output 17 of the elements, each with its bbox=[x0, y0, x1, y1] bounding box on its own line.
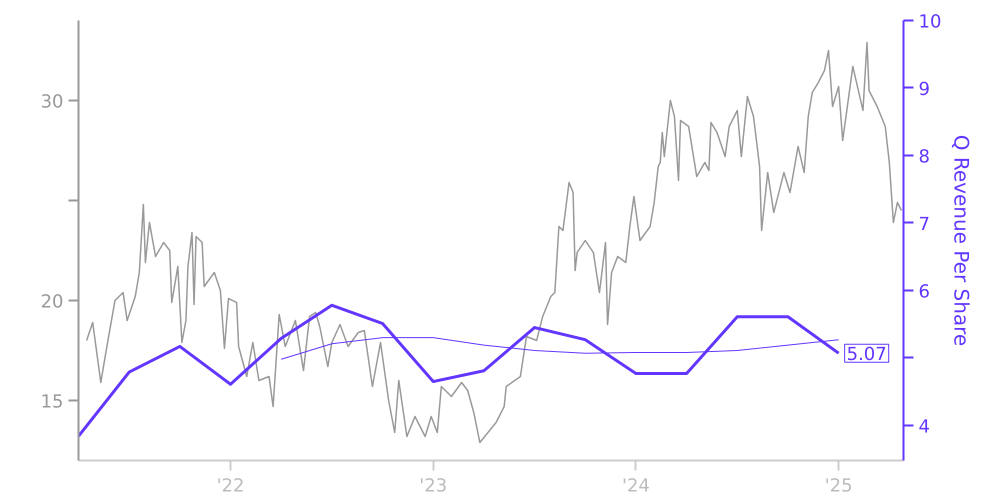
y2-tick-label: 8 bbox=[918, 146, 930, 168]
y2-tick-label: 7 bbox=[918, 214, 930, 235]
y-tick-label: 30 bbox=[40, 92, 64, 112]
x-tick-label: '22 bbox=[216, 476, 244, 496]
x-tick-label: '24 bbox=[622, 476, 650, 496]
x-tick-label: '25 bbox=[824, 476, 853, 496]
line-series bbox=[86, 42, 902, 444]
line-series bbox=[78, 304, 840, 438]
y-tick-label: 20 bbox=[40, 292, 64, 312]
y2-tick-label: 4 bbox=[918, 416, 930, 438]
y2-tick-label: 9 bbox=[918, 78, 930, 100]
x-tick-label: '23 bbox=[419, 476, 448, 496]
y2-axis-title: Q Revenue Per Share bbox=[949, 134, 974, 346]
y2-tick-label: 10 bbox=[918, 12, 942, 32]
y-tick-label: 15 bbox=[40, 392, 64, 412]
data-label: 5.07 bbox=[846, 344, 887, 366]
y2-tick-label: 6 bbox=[918, 281, 930, 302]
